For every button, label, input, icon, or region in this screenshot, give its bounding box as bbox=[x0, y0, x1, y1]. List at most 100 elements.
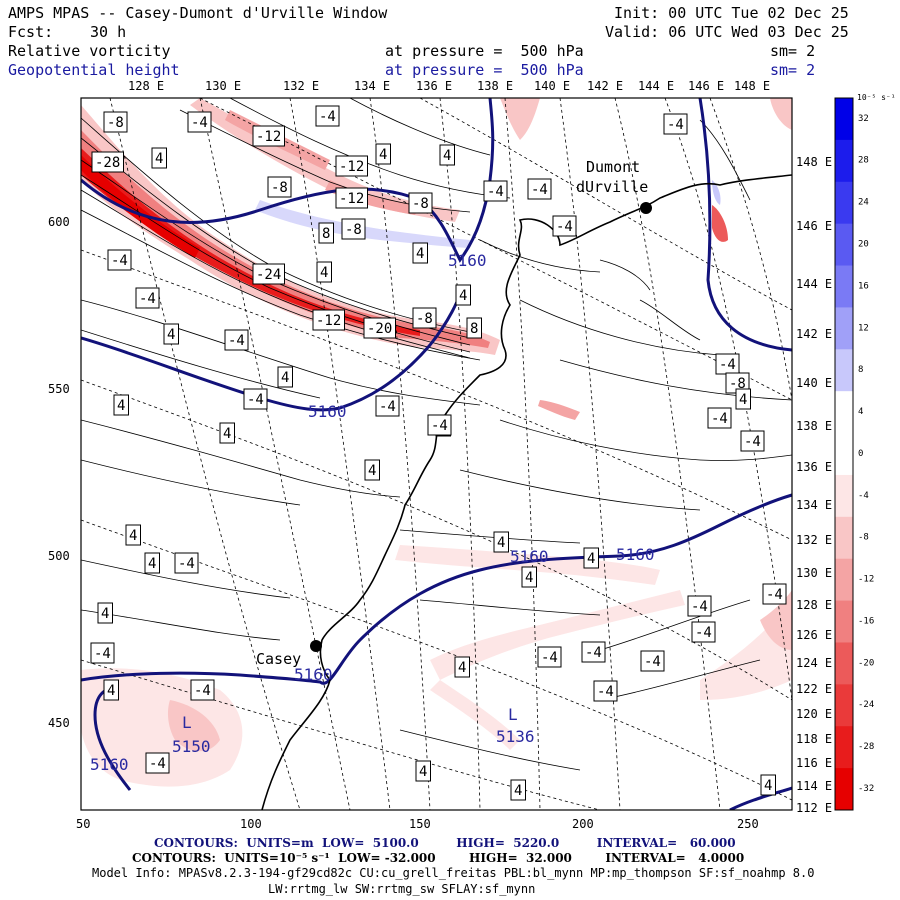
svg-text:-8: -8 bbox=[345, 222, 362, 238]
vort-label: -4 bbox=[715, 353, 740, 375]
y-tick-label: 500 bbox=[48, 549, 70, 563]
vort-label: -4 bbox=[90, 642, 115, 664]
height-contours bbox=[81, 98, 792, 810]
svg-text:4: 4 bbox=[223, 426, 231, 442]
colorbar: 32 28 24 20 16 12 8 4 0 -4 -8 -12 -16 -20 -24 -28 -32 bbox=[834, 97, 874, 811]
vort-label: 4 bbox=[113, 394, 129, 416]
colorbar-label: 28 bbox=[858, 156, 869, 166]
vort-label: -4 bbox=[663, 113, 688, 135]
svg-text:4: 4 bbox=[107, 683, 115, 699]
vort-label: -4 bbox=[190, 679, 215, 701]
colorbar-swatch bbox=[835, 600, 853, 643]
colorbar-swatch bbox=[835, 558, 853, 602]
right-lon-label: 120 E bbox=[796, 707, 832, 721]
vort-label: 4 bbox=[583, 547, 599, 569]
field2-level: at pressure = 500 hPa bbox=[385, 61, 584, 79]
top-lon-label: 142 E bbox=[587, 79, 623, 93]
top-lon-label: 148 E bbox=[734, 79, 770, 93]
dumont-marker bbox=[640, 202, 652, 214]
top-lon-label: 138 E bbox=[477, 79, 513, 93]
svg-text:4: 4 bbox=[379, 147, 387, 163]
colorbar-swatch bbox=[835, 139, 853, 183]
vort-label: -4 bbox=[145, 752, 170, 774]
svg-text:-8: -8 bbox=[107, 115, 124, 131]
stations: Casey Dumont dUrville bbox=[256, 158, 652, 668]
top-lon-label: 136 E bbox=[416, 79, 452, 93]
right-lon-label: 122 E bbox=[796, 682, 832, 696]
svg-text:4: 4 bbox=[117, 398, 125, 414]
svg-text:4: 4 bbox=[368, 463, 376, 479]
colorbar-swatch bbox=[835, 474, 853, 518]
vort-label: 4 bbox=[316, 261, 332, 283]
svg-text:4: 4 bbox=[443, 148, 451, 164]
vort-label: -8 bbox=[341, 218, 366, 240]
right-lon-label: 112 E bbox=[796, 801, 832, 815]
vort-label: 4 bbox=[364, 459, 380, 481]
top-lon-label: 144 E bbox=[638, 79, 674, 93]
vort-label: 8 bbox=[466, 317, 482, 339]
field1-name: Relative vorticity bbox=[8, 42, 171, 60]
vort-label: 4 bbox=[277, 366, 293, 388]
vort-label: -8 bbox=[408, 192, 433, 214]
colorbar-swatch bbox=[835, 307, 853, 350]
casey-marker bbox=[310, 640, 322, 652]
dumont-label: Dumont bbox=[586, 158, 640, 176]
low-letter: L bbox=[182, 713, 192, 732]
colorbar-label: 32 bbox=[858, 114, 869, 124]
right-lon-labels: 148 E 146 E 144 E 142 E 140 E 138 E 136 … bbox=[796, 155, 832, 815]
svg-text:-20: -20 bbox=[367, 321, 392, 337]
y-tick-label: 600 bbox=[48, 215, 70, 229]
vort-label: 4 bbox=[412, 242, 428, 264]
svg-text:4: 4 bbox=[458, 660, 466, 676]
vort-label: 4 bbox=[125, 524, 141, 546]
svg-text:4: 4 bbox=[764, 778, 772, 794]
svg-text:4: 4 bbox=[459, 288, 467, 304]
colorbar-label: 8 bbox=[858, 365, 863, 375]
svg-text:-4: -4 bbox=[139, 291, 156, 307]
top-lon-label: 140 E bbox=[534, 79, 570, 93]
vort-label: -28 bbox=[91, 151, 124, 173]
svg-text:-12: -12 bbox=[339, 191, 364, 207]
svg-text:-4: -4 bbox=[691, 599, 708, 615]
svg-text:4: 4 bbox=[587, 551, 595, 567]
right-lon-label: 128 E bbox=[796, 598, 832, 612]
vort-label: -4 bbox=[740, 430, 765, 452]
colorbar-label: -20 bbox=[858, 658, 874, 668]
vort-label: -4 bbox=[174, 552, 199, 574]
x-tick-label: 100 bbox=[240, 817, 262, 831]
y-tick-label: 450 bbox=[48, 716, 70, 730]
vort-label: 8 bbox=[318, 222, 334, 244]
top-lon-label: 132 E bbox=[283, 79, 319, 93]
svg-text:-4: -4 bbox=[667, 117, 684, 133]
colorbar-swatch bbox=[835, 642, 853, 685]
field1-level: at pressure = 500 hPa bbox=[385, 42, 584, 60]
right-lon-label: 140 E bbox=[796, 376, 832, 390]
colorbar-label: 4 bbox=[858, 407, 863, 417]
colorbar-label: -32 bbox=[858, 784, 874, 794]
svg-text:4: 4 bbox=[514, 783, 522, 799]
x-tick-label: 150 bbox=[409, 817, 431, 831]
vort-label: -4 bbox=[135, 287, 160, 309]
right-lon-label: 126 E bbox=[796, 628, 832, 642]
plot-area: 5160 5160 5160 5160 5160 5150 5160 L L 5… bbox=[81, 98, 792, 810]
low-value: 5136 bbox=[496, 727, 535, 746]
height-label: 5160 bbox=[510, 547, 549, 566]
top-lon-labels: 128 E 130 E 132 E 134 E 136 E 138 E 140 … bbox=[128, 79, 770, 93]
svg-text:-8: -8 bbox=[412, 196, 429, 212]
field1-smooth: sm= 2 bbox=[770, 42, 816, 60]
svg-text:-24: -24 bbox=[256, 267, 281, 283]
svg-text:-4: -4 bbox=[711, 411, 728, 427]
vort-label: 4 bbox=[760, 774, 776, 796]
svg-text:-12: -12 bbox=[256, 129, 281, 145]
top-lon-label: 128 E bbox=[128, 79, 164, 93]
colorbar-label: 12 bbox=[858, 323, 869, 333]
svg-text:8: 8 bbox=[470, 321, 478, 337]
vort-label: -4 bbox=[707, 407, 732, 429]
colorbar-label: -8 bbox=[858, 533, 869, 543]
colorbar-swatch bbox=[835, 98, 853, 141]
svg-text:-4: -4 bbox=[319, 109, 336, 125]
height-label: 5160 bbox=[308, 402, 347, 421]
right-lon-label: 124 E bbox=[796, 656, 832, 670]
svg-text:-4: -4 bbox=[719, 357, 736, 373]
vort-label: -8 bbox=[412, 307, 437, 329]
